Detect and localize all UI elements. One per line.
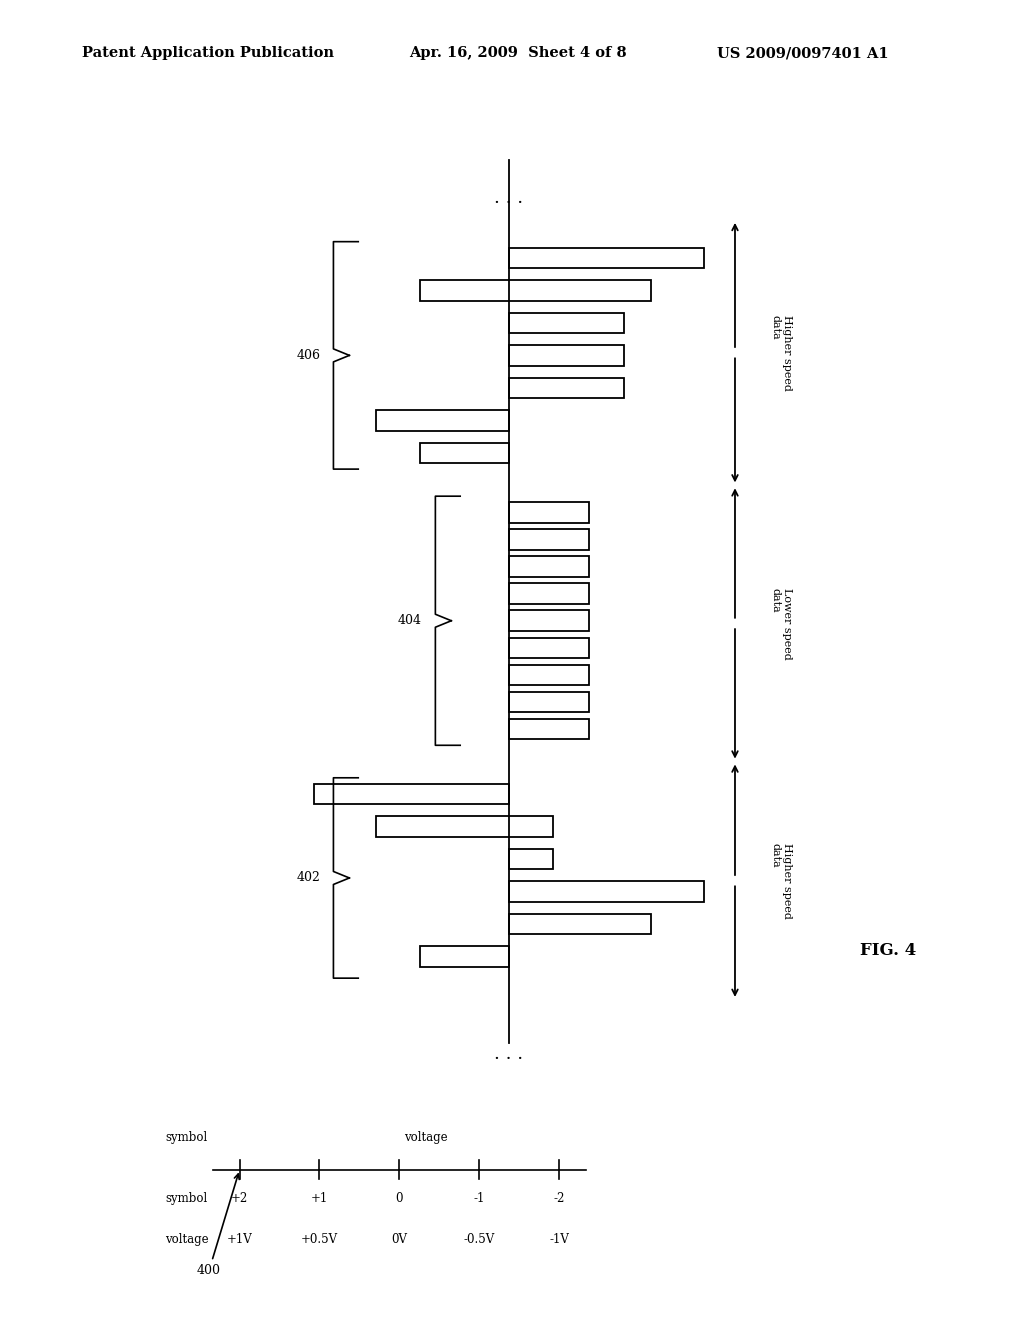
Bar [509,849,553,870]
Text: Higher speed
data: Higher speed data [770,842,792,919]
Bar [376,816,553,837]
Bar [420,946,509,966]
Text: 0: 0 [395,1192,403,1205]
Text: FIG. 4: FIG. 4 [860,942,916,958]
Bar [509,664,589,685]
Bar [314,784,509,804]
Text: 400: 400 [197,1173,240,1276]
Bar [509,556,589,577]
Bar [509,378,625,399]
Text: +1: +1 [311,1192,328,1205]
Bar [420,280,651,301]
Text: symbol: symbol [165,1192,208,1205]
Text: voltage: voltage [404,1131,447,1144]
Text: Lower speed
data: Lower speed data [770,587,792,659]
Bar [509,583,589,605]
Text: -1: -1 [473,1192,485,1205]
Bar [509,610,589,631]
Bar [509,719,589,739]
Text: symbol: symbol [165,1131,208,1144]
Text: 404: 404 [398,614,422,627]
Bar [509,692,589,713]
Text: -2: -2 [553,1192,565,1205]
Bar [509,313,625,333]
Text: Higher speed
data: Higher speed data [770,314,792,391]
Bar [509,913,651,935]
Text: US 2009/0097401 A1: US 2009/0097401 A1 [717,46,889,61]
Bar [509,345,625,366]
Text: 406: 406 [296,348,321,362]
Text: +2: +2 [231,1192,248,1205]
Text: . . .: . . . [495,1045,523,1063]
Text: . . .: . . . [495,189,523,207]
Text: 0V: 0V [391,1233,408,1246]
Text: 402: 402 [296,871,321,884]
Text: Patent Application Publication: Patent Application Publication [82,46,334,61]
Text: -1V: -1V [549,1233,569,1246]
Bar [509,529,589,550]
Bar [509,882,703,902]
Bar [509,638,589,659]
Bar [509,502,589,523]
Text: Apr. 16, 2009  Sheet 4 of 8: Apr. 16, 2009 Sheet 4 of 8 [410,46,628,61]
Text: +1V: +1V [226,1233,253,1246]
Bar [509,248,703,268]
Text: -0.5V: -0.5V [464,1233,495,1246]
Text: voltage: voltage [165,1233,208,1246]
Text: +0.5V: +0.5V [301,1233,338,1246]
Bar [420,442,509,463]
Bar [376,411,509,430]
